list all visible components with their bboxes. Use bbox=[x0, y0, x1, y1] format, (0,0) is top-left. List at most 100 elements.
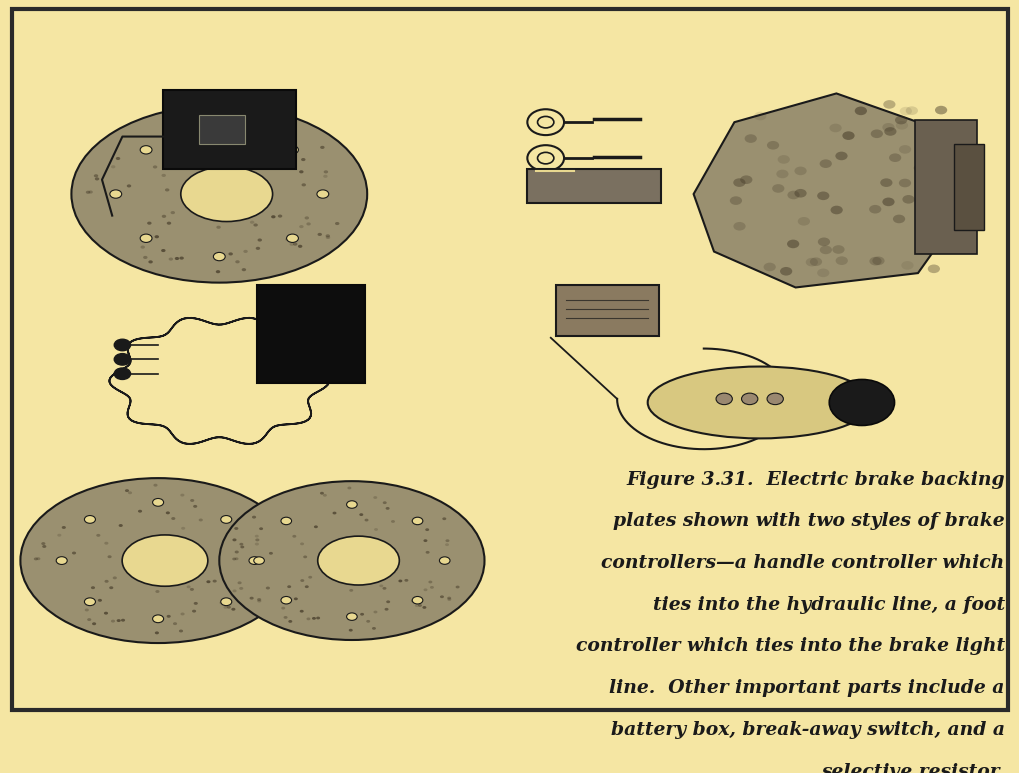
Circle shape bbox=[922, 246, 934, 254]
Circle shape bbox=[234, 550, 238, 553]
Circle shape bbox=[922, 232, 934, 240]
Circle shape bbox=[227, 141, 231, 145]
Circle shape bbox=[444, 543, 448, 546]
FancyBboxPatch shape bbox=[527, 169, 660, 203]
Circle shape bbox=[404, 579, 408, 582]
Circle shape bbox=[870, 129, 882, 138]
Circle shape bbox=[775, 169, 788, 179]
Circle shape bbox=[166, 615, 170, 618]
Circle shape bbox=[325, 234, 330, 237]
Text: selective resistor.: selective resistor. bbox=[820, 762, 1004, 773]
Circle shape bbox=[250, 220, 254, 224]
Circle shape bbox=[355, 552, 359, 555]
Circle shape bbox=[220, 516, 231, 523]
Circle shape bbox=[286, 145, 299, 154]
Circle shape bbox=[323, 170, 328, 173]
Circle shape bbox=[283, 616, 287, 619]
Circle shape bbox=[382, 587, 386, 590]
Ellipse shape bbox=[20, 478, 296, 643]
Circle shape bbox=[819, 159, 832, 168]
Circle shape bbox=[305, 216, 309, 220]
Circle shape bbox=[171, 517, 175, 520]
FancyBboxPatch shape bbox=[199, 115, 245, 144]
Circle shape bbox=[252, 516, 256, 519]
Circle shape bbox=[794, 166, 806, 175]
Circle shape bbox=[244, 250, 248, 253]
Circle shape bbox=[234, 557, 238, 560]
Circle shape bbox=[231, 608, 235, 611]
Circle shape bbox=[922, 235, 934, 243]
Circle shape bbox=[372, 627, 376, 630]
Circle shape bbox=[228, 252, 232, 256]
Circle shape bbox=[213, 253, 225, 261]
Text: ties into the hydraulic line, a foot: ties into the hydraulic line, a foot bbox=[652, 596, 1004, 614]
Circle shape bbox=[92, 622, 96, 625]
Circle shape bbox=[114, 368, 130, 380]
Circle shape bbox=[153, 499, 163, 506]
Circle shape bbox=[179, 257, 183, 260]
Circle shape bbox=[86, 191, 90, 194]
FancyBboxPatch shape bbox=[914, 120, 976, 254]
Circle shape bbox=[186, 585, 191, 588]
Circle shape bbox=[881, 123, 894, 131]
Circle shape bbox=[412, 517, 423, 525]
Text: line.  Other important parts include a: line. Other important parts include a bbox=[608, 679, 1004, 697]
Circle shape bbox=[56, 557, 67, 564]
Circle shape bbox=[899, 107, 911, 115]
Circle shape bbox=[239, 543, 244, 546]
Circle shape bbox=[254, 557, 264, 564]
Circle shape bbox=[143, 256, 148, 259]
Circle shape bbox=[98, 599, 102, 601]
Circle shape bbox=[730, 196, 742, 205]
Circle shape bbox=[740, 175, 752, 184]
Circle shape bbox=[255, 539, 259, 541]
Circle shape bbox=[931, 229, 944, 237]
Circle shape bbox=[797, 217, 809, 226]
Circle shape bbox=[285, 238, 289, 241]
Circle shape bbox=[87, 618, 91, 621]
Circle shape bbox=[155, 235, 159, 238]
Circle shape bbox=[222, 185, 226, 188]
Circle shape bbox=[153, 165, 157, 169]
Circle shape bbox=[240, 546, 244, 548]
Circle shape bbox=[109, 586, 113, 589]
Circle shape bbox=[320, 492, 324, 495]
Circle shape bbox=[255, 543, 259, 546]
Circle shape bbox=[256, 247, 260, 250]
Circle shape bbox=[96, 534, 100, 536]
Circle shape bbox=[126, 184, 131, 188]
Circle shape bbox=[300, 543, 304, 545]
Circle shape bbox=[192, 610, 196, 612]
Circle shape bbox=[140, 234, 152, 243]
Circle shape bbox=[174, 257, 179, 260]
Circle shape bbox=[107, 555, 111, 558]
Circle shape bbox=[232, 557, 236, 560]
Circle shape bbox=[780, 267, 792, 276]
Circle shape bbox=[173, 622, 177, 625]
Circle shape bbox=[393, 568, 397, 571]
Circle shape bbox=[932, 151, 945, 159]
Circle shape bbox=[198, 139, 202, 142]
Circle shape bbox=[94, 174, 98, 177]
Circle shape bbox=[223, 606, 227, 609]
Circle shape bbox=[828, 124, 841, 132]
Circle shape bbox=[741, 393, 757, 404]
Circle shape bbox=[104, 580, 109, 583]
Circle shape bbox=[934, 106, 947, 114]
Circle shape bbox=[114, 353, 130, 365]
Circle shape bbox=[111, 165, 115, 169]
Circle shape bbox=[868, 257, 880, 265]
Circle shape bbox=[226, 606, 230, 608]
Circle shape bbox=[41, 542, 45, 545]
Circle shape bbox=[927, 264, 940, 273]
Circle shape bbox=[809, 257, 821, 266]
Circle shape bbox=[334, 222, 339, 225]
Circle shape bbox=[91, 586, 95, 589]
Circle shape bbox=[901, 261, 913, 270]
Circle shape bbox=[889, 153, 901, 162]
Ellipse shape bbox=[71, 105, 367, 283]
Circle shape bbox=[148, 261, 153, 264]
Circle shape bbox=[124, 489, 129, 492]
Circle shape bbox=[161, 570, 166, 574]
Circle shape bbox=[257, 598, 261, 601]
